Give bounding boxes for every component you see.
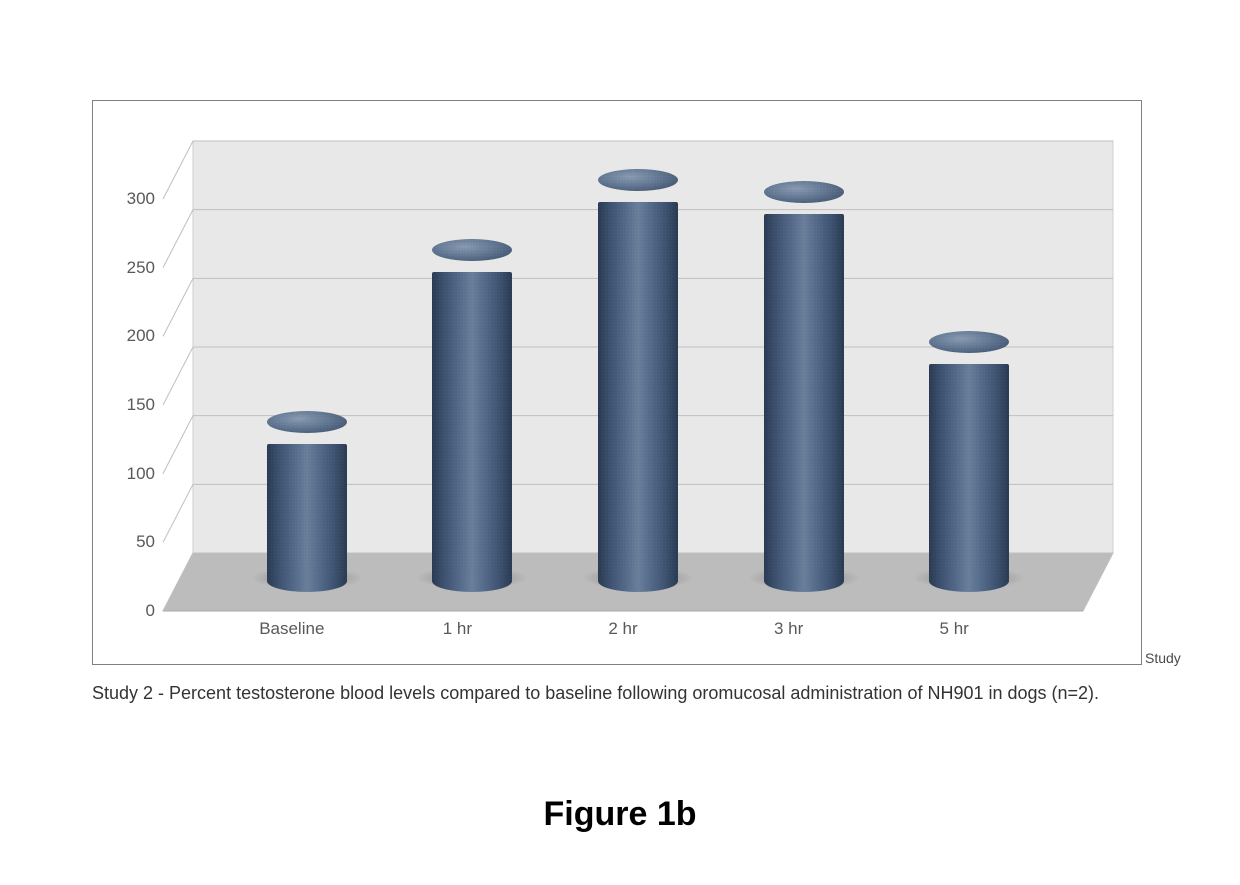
bar-top-cap [929, 331, 1009, 353]
bar-top-cap [432, 239, 512, 261]
bar-bottom-cap [764, 570, 844, 592]
plot-area: 050100150200250300 Baseline1 hr2 hr3 hr5… [163, 141, 1113, 611]
x-tick-label: 3 hr [774, 619, 803, 639]
bar-body [764, 214, 844, 581]
y-tick-label: 50 [105, 532, 163, 552]
figure-caption: Study 2 - Percent testosterone blood lev… [92, 680, 1142, 706]
bars-group [163, 141, 1113, 611]
bar-bottom-cap [432, 570, 512, 592]
bar-bottom-cap [598, 570, 678, 592]
bar-body [432, 272, 512, 581]
x-tick-label: Baseline [259, 619, 324, 639]
bar-top-cap [764, 181, 844, 203]
bar-top-cap [598, 169, 678, 191]
bar-top-cap [267, 411, 347, 433]
bar [267, 444, 347, 581]
bar-bottom-cap [267, 570, 347, 592]
y-tick-label: 0 [105, 601, 163, 621]
y-tick-label: 300 [105, 189, 163, 209]
x-tick-label: 1 hr [443, 619, 472, 639]
bar [764, 214, 844, 581]
y-tick-label: 200 [105, 326, 163, 346]
side-label-study: Study [1145, 650, 1181, 666]
bar [929, 364, 1009, 581]
bar [432, 272, 512, 581]
y-tick-label: 150 [105, 395, 163, 415]
figure-title: Figure 1b [0, 795, 1240, 834]
x-tick-label: 5 hr [940, 619, 969, 639]
y-tick-label: 250 [105, 258, 163, 278]
bar-body [929, 364, 1009, 581]
y-tick-label: 100 [105, 464, 163, 484]
bar-body [267, 444, 347, 581]
bar-body [598, 202, 678, 581]
x-tick-label: 2 hr [608, 619, 637, 639]
bar [598, 202, 678, 581]
chart-container: 0 50 100 150 200 250 300 Baseline 1 hr 2 hr 3 hr 5… [92, 100, 1142, 665]
bar-bottom-cap [929, 570, 1009, 592]
